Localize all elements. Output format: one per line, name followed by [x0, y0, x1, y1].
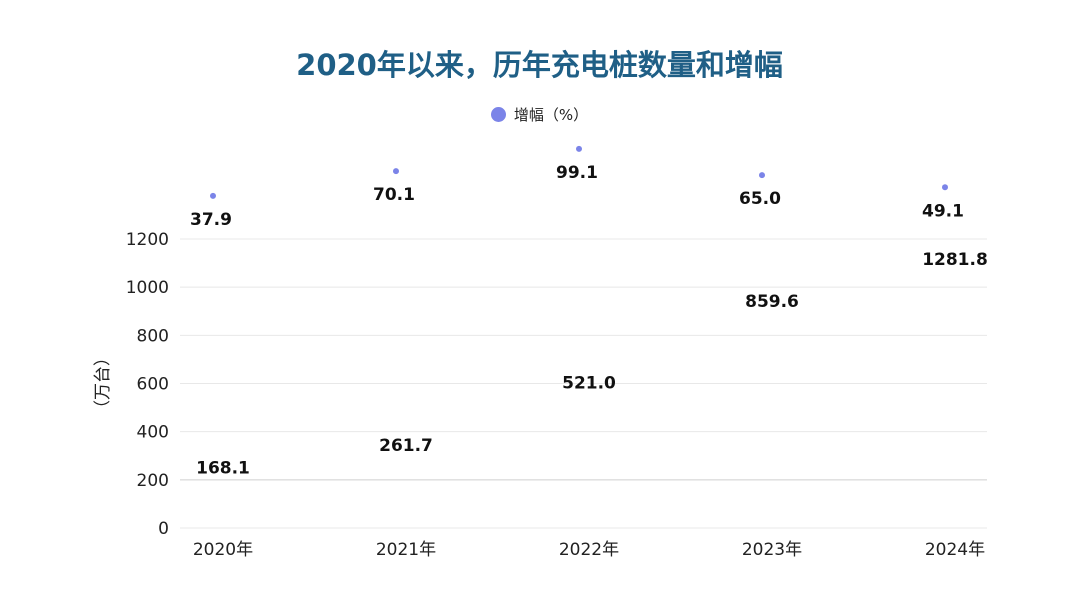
x-tick-label: 2024年: [925, 540, 985, 560]
growth-point: [759, 172, 765, 179]
growth-value-label: 49.1: [922, 201, 964, 221]
y-tick-label: 200: [137, 471, 169, 491]
bar-value-label: 168.1: [196, 459, 250, 479]
x-tick-label: 2023年: [742, 540, 802, 560]
y-tick-label: 600: [137, 375, 169, 395]
growth-point: [942, 184, 948, 191]
y-tick-label: 0: [158, 519, 169, 539]
y-tick-label: 800: [137, 326, 169, 346]
y-axis-label: （万台）: [93, 349, 113, 417]
chart-title: 2020年以来，历年充电桩数量和增幅: [296, 48, 783, 82]
growth-value-label: 37.9: [190, 210, 232, 230]
x-tick-label: 2022年: [559, 540, 619, 560]
x-tick-label: 2021年: [376, 540, 436, 560]
growth-point: [393, 168, 399, 175]
y-tick-label: 1200: [126, 230, 169, 250]
bar-value-label: 521.0: [562, 374, 616, 394]
legend-marker-icon: [490, 107, 506, 122]
x-tick-label: 2020年: [193, 540, 253, 560]
y-tick-label: 400: [137, 423, 169, 443]
growth-value-label: 70.1: [373, 185, 415, 205]
legend: 增幅（%）: [0, 104, 1079, 125]
growth-point: [210, 192, 216, 199]
legend-label: 增幅（%）: [513, 106, 589, 124]
bar-value-label: 1281.8: [922, 250, 988, 270]
bar-value-label: 261.7: [379, 436, 433, 456]
growth-point: [576, 145, 582, 152]
growth-value-label: 99.1: [556, 163, 598, 183]
growth-value-label: 65.0: [739, 189, 781, 209]
bar-value-label: 859.6: [745, 292, 799, 312]
y-tick-label: 1000: [126, 278, 169, 298]
